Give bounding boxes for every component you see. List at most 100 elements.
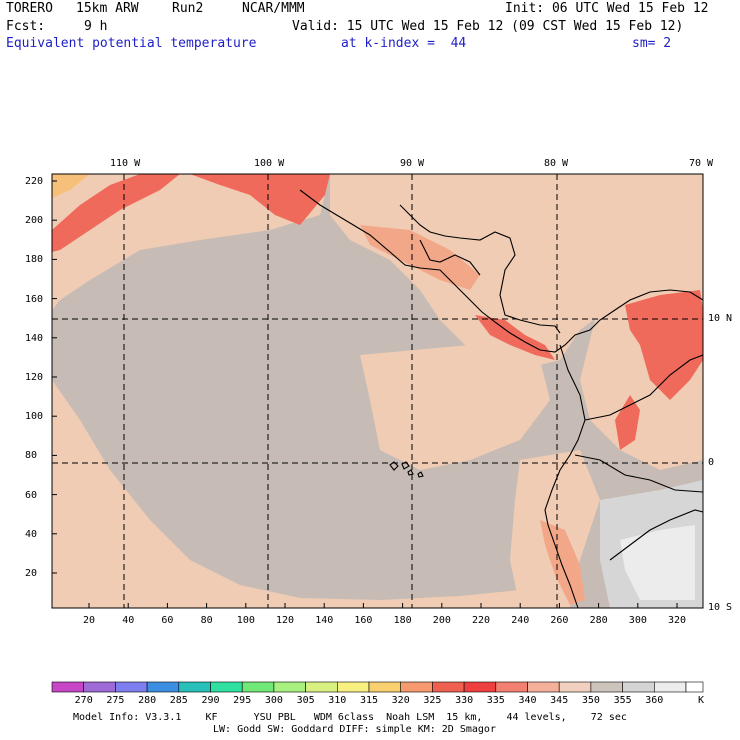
x-tick-label: 220: [472, 615, 491, 626]
border-south-america-2: [574, 454, 704, 493]
warm-region-central-america: [330, 174, 703, 370]
colorbar-swatch: [495, 681, 528, 693]
x-tick-label: 140: [315, 615, 334, 626]
colorbar-label: 280: [138, 695, 157, 706]
colorbar-swatch: [558, 681, 592, 693]
x-tick-label: 40: [122, 615, 135, 626]
colorbar-label: 355: [613, 695, 632, 706]
x-tick-label: 20: [83, 615, 96, 626]
hot-spot-guatemala: [360, 225, 480, 290]
colorbar-label: 290: [201, 695, 220, 706]
model-name: TORERO: [6, 1, 53, 16]
run-label: Run2: [172, 1, 204, 16]
y-tick-label: 60: [25, 489, 38, 501]
y-tick-label: 180: [25, 254, 44, 266]
colorbar-swatch: [368, 681, 402, 693]
y-tick-label: 20: [25, 568, 38, 579]
colorbar-label: 350: [581, 695, 600, 706]
hot-spot-ecuador: [615, 395, 640, 450]
colorbar-label: 335: [486, 695, 505, 706]
colorbar-label: 325: [423, 695, 442, 706]
lon-label-70w: 70 W: [689, 158, 714, 169]
lon-label-110w: 110 W: [110, 158, 141, 169]
cool-region-se-inner: [620, 525, 695, 600]
y-tick-label: 200: [25, 215, 44, 227]
hot-spot-nw: [52, 174, 180, 252]
colorbar-swatch: [273, 681, 306, 693]
warm-band-equator: [360, 345, 550, 470]
colorbar-label: 295: [233, 695, 252, 706]
lon-label-100w: 100 W: [254, 158, 285, 169]
y-tick-label: 220: [25, 176, 44, 187]
x-tick-label: 240: [511, 615, 530, 626]
hot-spot-mexico: [190, 174, 330, 225]
x-tick-label: 260: [550, 615, 569, 626]
y-tick-label: 80: [25, 450, 38, 462]
colorbar-label: 310: [328, 695, 347, 706]
coastline-south-america-west: [544, 344, 586, 609]
colorbar-label: 345: [550, 695, 569, 706]
lat-label-10n: 10 N: [708, 313, 733, 324]
colorbar-label: 270: [74, 695, 93, 706]
colorbar-swatch: [400, 681, 433, 693]
colorbar-label: 285: [169, 695, 188, 706]
colorbar-label: 340: [518, 695, 537, 706]
border-south-america-1: [584, 354, 704, 421]
level-index: at k-index = 44: [341, 36, 467, 51]
physics-info-line: LW: Godd SW: Goddard DIFF: simple KM: 2D…: [213, 724, 496, 735]
lon-label-90w: 90 W: [400, 158, 425, 169]
colorbar-swatch: [146, 681, 180, 693]
coastline-caribbean: [399, 204, 561, 334]
y-tick-label: 100: [25, 411, 44, 423]
forecast-hours: 9 h: [84, 19, 108, 34]
field-name: Equivalent potential temperature: [6, 36, 257, 51]
x-tick-label: 180: [393, 615, 412, 626]
colorbar-swatch: [115, 681, 148, 693]
colorbar-swatch: [527, 681, 560, 693]
hot-spot-peru: [540, 520, 585, 605]
colorbar-label: 330: [455, 695, 474, 706]
x-tick-label: 280: [589, 615, 608, 626]
model-resolution: 15km ARW: [76, 1, 139, 16]
colorbar-label: 315: [359, 695, 379, 706]
colorbar-swatch: [83, 681, 116, 693]
lon-label-80w: 80 W: [544, 158, 569, 169]
colorbar-swatch: [432, 681, 465, 693]
colorbar-swatch: [51, 681, 85, 693]
lat-label-10s: 10 S: [708, 602, 733, 613]
y-tick-label: 40: [25, 528, 38, 540]
x-tick-label: 320: [668, 615, 687, 626]
colorbar-label: 300: [264, 695, 283, 706]
hot-spot-colombia: [625, 290, 703, 400]
galapagos-islands: [389, 461, 424, 478]
y-tick-label: 140: [25, 332, 44, 344]
colorbar-swatch: [653, 681, 687, 693]
colorbar-swatch: [210, 681, 243, 693]
init-time: Init: 06 UTC Wed 15 Feb 12: [505, 1, 709, 16]
colorbar-swatch: [241, 681, 275, 693]
hot-spot-costa-rica: [475, 315, 555, 360]
lat-label-0: 0: [708, 457, 715, 468]
coastline-central-america: [299, 189, 704, 353]
colorbar-swatch: [463, 681, 497, 693]
colorbar-swatch: [336, 681, 370, 693]
smoothing-value: sm= 2: [632, 36, 672, 51]
colorbar-label: 305: [296, 695, 315, 706]
y-tick-label: 120: [25, 372, 44, 383]
colorbar-label: 275: [106, 695, 125, 706]
colorbar-unit: K: [698, 695, 705, 706]
valid-time: Valid: 15 UTC Wed 15 Feb 12 (09 CST Wed …: [292, 19, 684, 34]
colorbar-swatch: [685, 681, 704, 693]
border-south-america-3: [609, 509, 704, 561]
hot-spot-nw-core: [52, 174, 90, 198]
x-tick-label: 160: [354, 615, 373, 626]
x-tick-label: 80: [200, 615, 213, 626]
plot-frame: [51, 173, 704, 609]
colorbar-label: 360: [645, 695, 664, 706]
x-tick-label: 120: [276, 615, 295, 626]
border-central-america: [419, 239, 481, 276]
y-tick-label: 160: [25, 293, 44, 305]
colorbar-swatch: [622, 681, 655, 693]
x-tick-label: 200: [432, 615, 451, 626]
